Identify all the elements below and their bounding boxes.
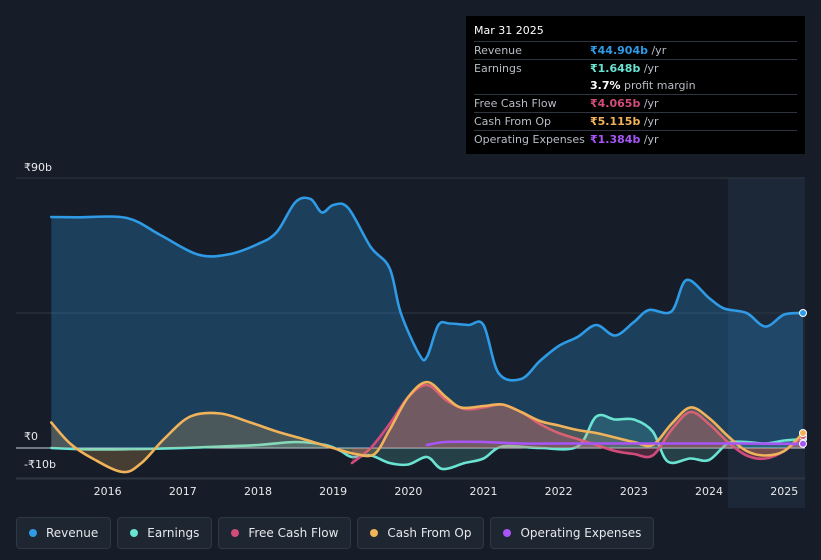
tooltip-label: Free Cash Flow bbox=[474, 97, 557, 110]
legend-dot-icon bbox=[29, 529, 37, 537]
series-area-revenue bbox=[51, 197, 804, 448]
tooltip-unit: /yr bbox=[640, 62, 659, 75]
series-line-cash-from-op bbox=[50, 380, 805, 474]
legend-item-operating-expenses[interactable]: Operating Expenses bbox=[490, 517, 655, 549]
x-tick-label: 2020 bbox=[394, 485, 422, 498]
series-area-cash-from-op bbox=[51, 382, 804, 473]
tooltip-date: Mar 31 2025 bbox=[474, 24, 544, 37]
tooltip-unit: /yr bbox=[640, 133, 659, 146]
tooltip-label: Revenue bbox=[474, 44, 522, 57]
legend-label: Revenue bbox=[46, 526, 99, 540]
x-tick-label: 2019 bbox=[319, 485, 347, 498]
tooltip-unit: /yr bbox=[647, 44, 667, 57]
series-line-revenue bbox=[50, 196, 805, 382]
series-line-earnings bbox=[50, 413, 805, 471]
tooltip-label: Cash From Op bbox=[474, 115, 552, 128]
x-tick-label: 2023 bbox=[620, 485, 648, 498]
legend-item-free-cash-flow[interactable]: Free Cash Flow bbox=[218, 517, 352, 549]
x-tick-label: 2024 bbox=[695, 485, 723, 498]
tooltip-label: Operating Expenses bbox=[474, 133, 585, 146]
tooltip-row-operating-expenses: Operating Expenses ₹1.384b /yr bbox=[474, 130, 797, 148]
tooltip-row-cash-from-op: Cash From Op ₹5.115b /yr bbox=[474, 112, 797, 130]
y-tick-label: ₹90b bbox=[24, 161, 52, 174]
tooltip-row-earnings: Earnings ₹1.648b /yr bbox=[474, 59, 797, 77]
legend-dot-icon bbox=[130, 529, 139, 537]
x-tick-label: 2021 bbox=[470, 485, 498, 498]
tooltip-value: ₹1.648b bbox=[590, 62, 641, 75]
series-line-operating-expenses bbox=[425, 440, 805, 447]
x-tick-label: 2022 bbox=[545, 485, 573, 498]
tooltip-row-revenue: Revenue ₹44.904b /yr bbox=[474, 41, 797, 59]
series-end-point-revenue bbox=[799, 309, 807, 317]
legend-label: Earnings bbox=[147, 526, 200, 540]
legend-label: Cash From Op bbox=[387, 526, 472, 540]
series-end-point-operating-expenses bbox=[799, 439, 807, 448]
x-tick-label: 2016 bbox=[94, 485, 122, 498]
tooltip-row-profit-margin: 3.7% profit margin bbox=[474, 77, 797, 94]
series-area-earnings bbox=[51, 414, 804, 470]
series-end-point-cash-from-op bbox=[799, 429, 807, 437]
legend-label: Free Cash Flow bbox=[248, 526, 339, 540]
legend-dot-icon bbox=[370, 529, 379, 537]
tooltip-value: ₹4.065b bbox=[590, 97, 641, 110]
legend-dot-icon bbox=[231, 529, 240, 537]
series-line-free-cash-flow bbox=[350, 383, 805, 465]
tooltip-value: ₹5.115b bbox=[590, 115, 641, 128]
tooltip-unit: /yr bbox=[640, 115, 659, 128]
tooltip-unit: /yr bbox=[640, 97, 659, 110]
legend-item-earnings[interactable]: Earnings bbox=[117, 517, 213, 549]
legend-label: Operating Expenses bbox=[520, 526, 642, 540]
tooltip-value: ₹44.904b bbox=[590, 44, 648, 57]
y-tick-label: -₹10b bbox=[24, 458, 56, 471]
tooltip-value: ₹1.384b bbox=[590, 133, 641, 146]
x-tick-label: 2017 bbox=[169, 485, 197, 498]
legend: Revenue Earnings Free Cash Flow Cash From O… bbox=[16, 517, 655, 549]
tooltip-label: Earnings bbox=[474, 62, 522, 75]
x-tick-label: 2025 bbox=[770, 485, 798, 498]
x-tick-label: 2018 bbox=[244, 485, 272, 498]
tooltip-value: 3.7% bbox=[590, 79, 621, 92]
tooltip-unit: profit margin bbox=[620, 79, 696, 92]
legend-item-revenue[interactable]: Revenue bbox=[16, 517, 112, 549]
series-layer bbox=[50, 196, 807, 474]
tooltip-row-free-cash-flow: Free Cash Flow ₹4.065b /yr bbox=[474, 94, 797, 112]
legend-item-cash-from-op[interactable]: Cash From Op bbox=[357, 517, 485, 549]
data-tooltip: Mar 31 2025 Revenue ₹44.904b /yr Earnings ₹… bbox=[466, 16, 805, 154]
axis-labels: ₹90b ₹0 -₹10b 2016 2017 2018 2019 2020 2021 2022 2… bbox=[24, 161, 798, 498]
y-tick-label: ₹0 bbox=[24, 430, 38, 443]
legend-dot-icon bbox=[503, 529, 512, 537]
